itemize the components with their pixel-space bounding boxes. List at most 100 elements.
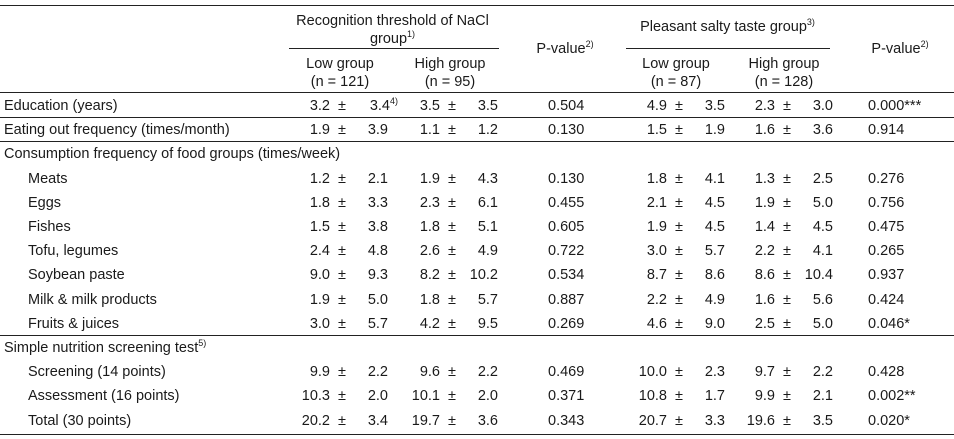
pvalue1-cell: 0.130 bbox=[548, 170, 585, 187]
g2-high-mean: 1.6 bbox=[754, 122, 775, 139]
group2-header-label: Pleasant salty taste group bbox=[640, 19, 807, 35]
table-row: Simple nutrition screening test5) bbox=[0, 336, 954, 360]
table-row: Assessment (16 points) 10.3 ±2.0 10.1 ±2.0 10… bbox=[0, 384, 954, 408]
pvalue1-cell: 0.269 bbox=[548, 315, 585, 332]
g1-low-mean: 1.2 bbox=[309, 170, 330, 187]
g1-high-pm: ± bbox=[448, 194, 456, 211]
g1-low-pm: ± bbox=[338, 388, 346, 405]
pvalue1-cell: 0.469 bbox=[548, 364, 585, 381]
row-label: Milk & milk products bbox=[28, 291, 157, 308]
g1-low-mean: 20.2 bbox=[301, 412, 330, 429]
pvalue2-cell: 0.475 bbox=[868, 219, 905, 235]
g2-low-mean: 1.8 bbox=[646, 170, 667, 187]
g2-high-mean: 1.4 bbox=[754, 219, 775, 235]
row-label: Total (30 points) bbox=[28, 412, 132, 429]
g2-high-mean: 8.6 bbox=[754, 267, 775, 284]
pvalue1-header: P-value2) bbox=[520, 40, 610, 58]
header-bottom-rule bbox=[0, 92, 954, 93]
pvalue1-cell: 0.371 bbox=[548, 388, 585, 405]
g1-low-mean: 10.3 bbox=[301, 388, 330, 405]
g1-high-sd: 2.0 bbox=[477, 388, 498, 405]
row-rule bbox=[0, 141, 954, 143]
g1-low-label: Low group bbox=[306, 56, 374, 72]
g2-high-mean: 19.6 bbox=[746, 412, 775, 429]
g2-high-sd: 3.5 bbox=[812, 412, 833, 429]
g1-high-sd: 6.1 bbox=[477, 194, 498, 211]
g2-low-pm: ± bbox=[675, 122, 683, 139]
g1-high-pm: ± bbox=[448, 267, 456, 284]
group2-header: Pleasant salty taste group3) bbox=[625, 18, 830, 36]
g2-high-sd: 4.5 bbox=[812, 219, 833, 235]
g1-high-pm: ± bbox=[448, 170, 456, 187]
g2-low-pm: ± bbox=[675, 98, 683, 114]
g1-high-sd: 3.5 bbox=[477, 98, 498, 114]
row-label: Consumption frequency of food groups (ti… bbox=[4, 146, 341, 163]
g1-high-pm: ± bbox=[448, 243, 456, 260]
row-label: Fishes bbox=[28, 219, 71, 235]
g1-high-mean: 10.1 bbox=[411, 388, 440, 405]
pvalue2-cell: 0.000*** bbox=[868, 98, 922, 114]
g1-low-pm: ± bbox=[338, 98, 346, 114]
pvalue1-cell: 0.455 bbox=[548, 194, 585, 211]
g2-low-mean: 20.7 bbox=[638, 412, 667, 429]
g2-low-sd: 4.1 bbox=[704, 170, 725, 187]
g2-high-sd: 4.1 bbox=[812, 243, 833, 260]
g2-low-pm: ± bbox=[675, 194, 683, 211]
g1-low-mean: 2.4 bbox=[309, 243, 330, 260]
g1-high-sd: 4.9 bbox=[477, 243, 498, 260]
pvalue2-cell: 0.937 bbox=[868, 267, 905, 284]
pvalue2-header-label: P-value bbox=[871, 41, 921, 57]
pvalue1-cell: 0.130 bbox=[548, 122, 585, 139]
pvalue1-cell: 0.534 bbox=[548, 267, 585, 284]
g2-low-mean: 4.9 bbox=[646, 98, 667, 114]
g2-low-mean: 10.0 bbox=[638, 364, 667, 381]
pvalue2-cell: 0.428 bbox=[868, 364, 905, 381]
table-row: Meats 1.2 ±2.1 1.9 ±4.3 1.8 ±4.1 1.3 ±2.5 0.130 0.… bbox=[0, 167, 954, 191]
g2-high-sd: 2.5 bbox=[812, 170, 833, 187]
g2-low-pm: ± bbox=[675, 315, 683, 332]
table-row: Consumption frequency of food groups (ti… bbox=[0, 142, 954, 166]
table-row: Screening (14 points) 9.9 ±2.2 9.6 ±2.2 10.0 ±… bbox=[0, 360, 954, 384]
g1-low-sd: 4.8 bbox=[367, 243, 388, 260]
g1-high-sd: 4.3 bbox=[477, 170, 498, 187]
g2-low-sd: 8.6 bbox=[704, 267, 725, 284]
g1-high-sd: 1.2 bbox=[477, 122, 498, 139]
g2-low-pm: ± bbox=[675, 291, 683, 308]
g2-high-mean: 1.9 bbox=[754, 194, 775, 211]
g1-low-pm: ± bbox=[338, 412, 346, 429]
g1-low-sd: 3.3 bbox=[367, 194, 388, 211]
table-row: Eating out frequency (times/month) 1.9 ±3.… bbox=[0, 118, 954, 142]
g1-low-mean: 9.9 bbox=[309, 364, 330, 381]
g2-high-sd: 2.1 bbox=[812, 388, 833, 405]
pvalue1-cell: 0.605 bbox=[548, 219, 585, 235]
g1-low-sd: 3.9 bbox=[367, 122, 388, 139]
row-label: Education (years) bbox=[4, 98, 118, 114]
pvalue1-footnote-mark: 2) bbox=[585, 39, 594, 50]
g2-low-sd: 1.9 bbox=[704, 122, 725, 139]
g2-low-pm: ± bbox=[675, 219, 683, 235]
g2-low-pm: ± bbox=[675, 267, 683, 284]
g2-high-pm: ± bbox=[783, 98, 791, 114]
pvalue2-cell: 0.046* bbox=[868, 315, 910, 332]
g1-low-sd: 9.3 bbox=[367, 267, 388, 284]
g1-high-pm: ± bbox=[448, 388, 456, 405]
pvalue2-cell: 0.424 bbox=[868, 291, 905, 308]
g2-low-pm: ± bbox=[675, 243, 683, 260]
row-label: Tofu, legumes bbox=[28, 243, 119, 260]
g1-high-sd: 2.2 bbox=[477, 364, 498, 381]
g2-low-header: Low group (n = 87) bbox=[626, 55, 726, 91]
pvalue2-cell: 0.020* bbox=[868, 412, 910, 429]
g2-low-label: Low group bbox=[642, 56, 710, 72]
g2-low-mean: 1.9 bbox=[646, 219, 667, 235]
g1-low-pm: ± bbox=[338, 267, 346, 284]
row-label: Meats bbox=[28, 170, 68, 187]
table-row: Eggs 1.8 ±3.3 2.3 ±6.1 2.1 ±4.5 1.9 ±5.0 0.455 0.7… bbox=[0, 191, 954, 215]
pvalue1-cell: 0.887 bbox=[548, 291, 585, 308]
table-row: Soybean paste 9.0 ±9.3 8.2 ±10.2 8.7 ±8.6 8.6 ±1… bbox=[0, 263, 954, 287]
g2-high-pm: ± bbox=[783, 170, 791, 187]
g2-high-mean: 2.3 bbox=[754, 98, 775, 114]
row-label: Fruits & juices bbox=[28, 315, 120, 332]
g1-low-sd: 5.0 bbox=[367, 291, 388, 308]
g2-high-header: High group (n = 128) bbox=[734, 55, 834, 91]
